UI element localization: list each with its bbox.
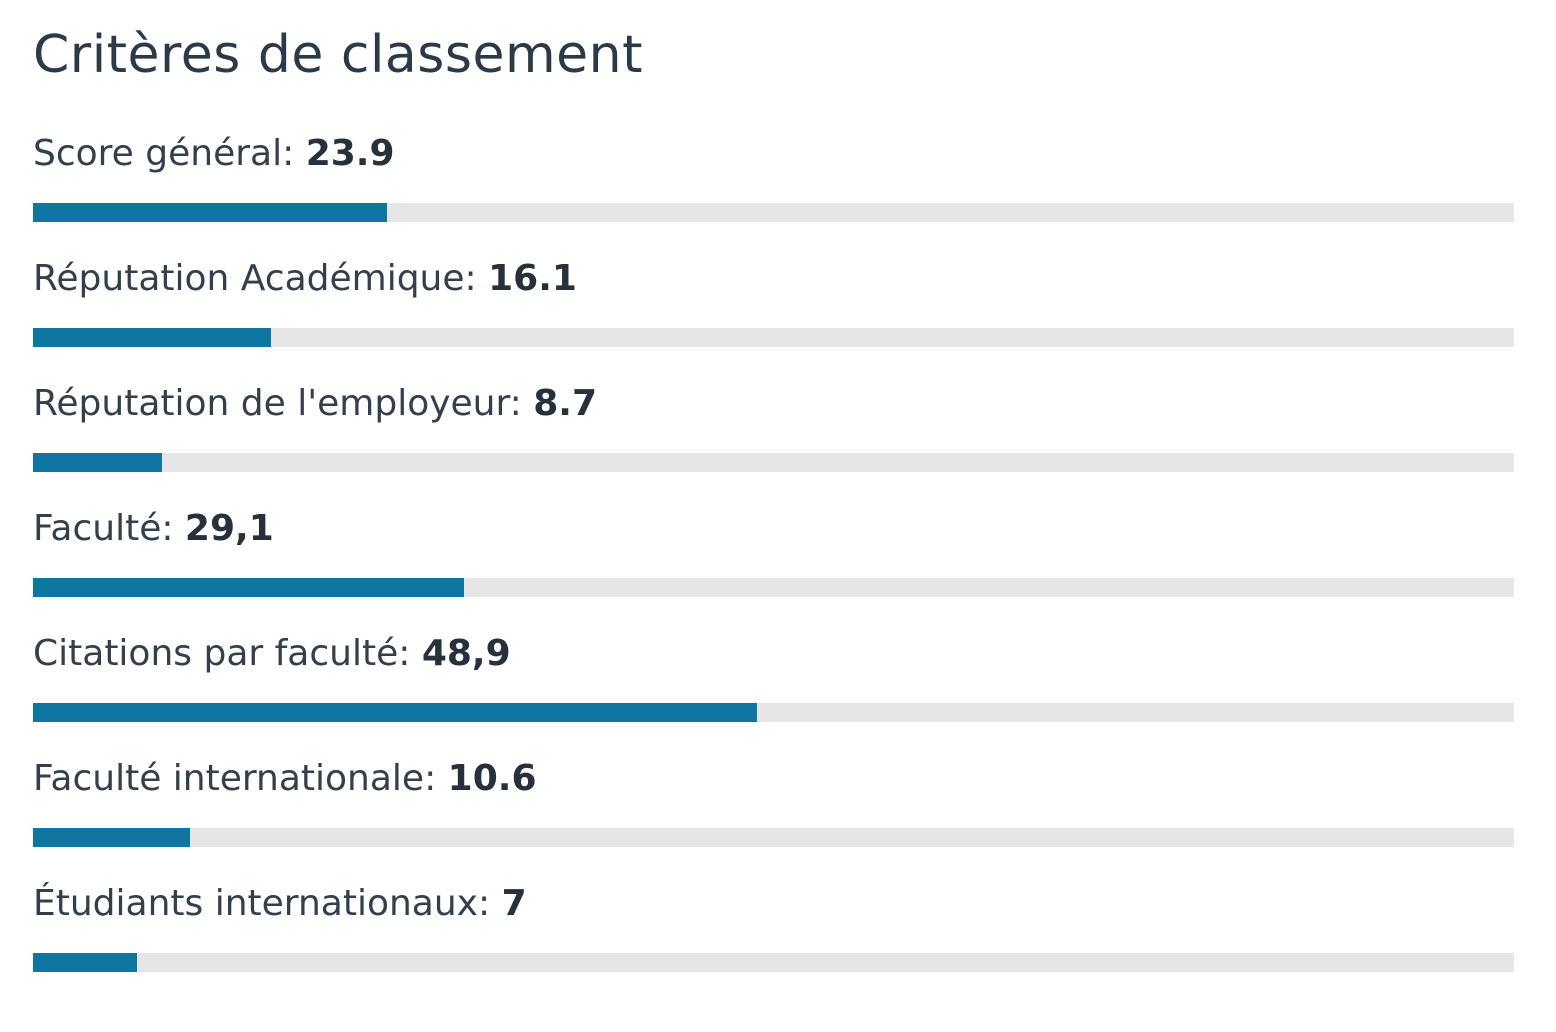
criterion-label: Faculté internationale: 10.6 xyxy=(33,755,537,803)
criterion-name: Étudiants internationaux: xyxy=(33,883,491,924)
criteria-list: Score général: 23.9 Réputation Académiqu… xyxy=(33,0,1514,1032)
criterion-name: Faculté: xyxy=(33,508,174,549)
panel-title: Critères de classement xyxy=(33,25,643,85)
criterion-value: 7 xyxy=(501,883,527,924)
criterion-label: Score général: 23.9 xyxy=(33,130,395,178)
criterion-name: Réputation de l'employeur: xyxy=(33,383,522,424)
criterion-name: Réputation Académique: xyxy=(33,258,477,299)
criterion-citations-per-faculty: Citations par faculté: 48,9 xyxy=(33,630,1514,740)
progress-bar-fill xyxy=(33,703,758,722)
progress-bar-track xyxy=(33,953,1514,972)
criterion-name: Citations par faculté: xyxy=(33,633,411,674)
criterion-name: Score général: xyxy=(33,133,295,174)
criterion-faculty: Faculté: 29,1 xyxy=(33,505,1514,615)
criterion-value: 8.7 xyxy=(533,383,598,424)
criterion-value: 48,9 xyxy=(421,633,511,674)
progress-bar-fill xyxy=(33,328,272,347)
criterion-label: Réputation Académique: 16.1 xyxy=(33,255,577,303)
progress-bar-fill xyxy=(33,953,137,972)
criterion-academic-reputation: Réputation Académique: 16.1 xyxy=(33,255,1514,365)
progress-bar-track xyxy=(33,828,1514,847)
progress-bar-track xyxy=(33,453,1514,472)
progress-bar-track xyxy=(33,203,1514,222)
progress-bar-fill xyxy=(33,828,190,847)
criterion-label: Réputation de l'employeur: 8.7 xyxy=(33,380,597,428)
criterion-name: Faculté internationale: xyxy=(33,758,437,799)
criterion-employer-reputation: Réputation de l'employeur: 8.7 xyxy=(33,380,1514,490)
criterion-overall-score: Score général: 23.9 xyxy=(33,130,1514,240)
criterion-label: Étudiants internationaux: 7 xyxy=(33,880,527,928)
criterion-international-students: Étudiants internationaux: 7 xyxy=(33,880,1514,990)
progress-bar-fill xyxy=(33,453,162,472)
progress-bar-fill xyxy=(33,578,464,597)
criterion-value: 23.9 xyxy=(305,133,395,174)
criterion-value: 16.1 xyxy=(488,258,577,299)
progress-bar-track xyxy=(33,703,1514,722)
criterion-label: Faculté: 29,1 xyxy=(33,505,274,553)
criterion-value: 29,1 xyxy=(184,508,274,549)
criterion-label: Citations par faculté: 48,9 xyxy=(33,630,511,678)
progress-bar-track xyxy=(33,578,1514,597)
progress-bar-track xyxy=(33,328,1514,347)
progress-bar-fill xyxy=(33,203,387,222)
criterion-international-faculty: Faculté internationale: 10.6 xyxy=(33,755,1514,865)
criterion-value: 10.6 xyxy=(447,758,537,799)
